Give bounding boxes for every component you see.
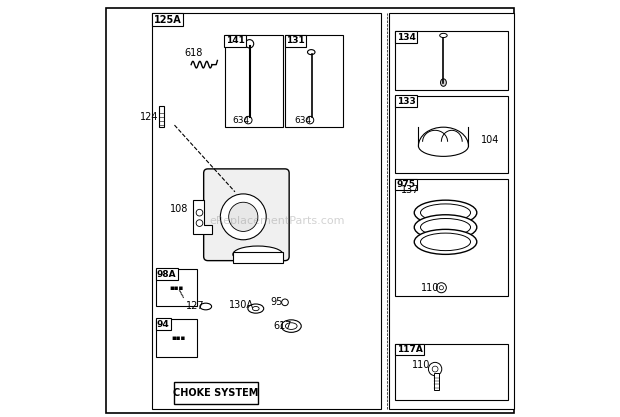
Bar <box>396 96 508 173</box>
Circle shape <box>436 283 446 293</box>
Ellipse shape <box>414 215 477 240</box>
Bar <box>224 35 283 127</box>
Text: CHOKE SYSTEM: CHOKE SYSTEM <box>174 388 259 398</box>
Bar <box>285 35 343 127</box>
Circle shape <box>244 116 252 124</box>
Text: 125A: 125A <box>154 15 182 25</box>
Circle shape <box>281 299 288 306</box>
Text: 127: 127 <box>186 301 205 311</box>
Text: 95: 95 <box>270 297 283 307</box>
Text: 618: 618 <box>184 48 202 58</box>
Circle shape <box>229 202 258 231</box>
Text: 104: 104 <box>481 135 499 145</box>
Circle shape <box>220 194 266 240</box>
Text: 117A: 117A <box>397 345 423 354</box>
Text: 634: 634 <box>233 116 250 125</box>
Text: 141: 141 <box>226 36 245 45</box>
Text: 634: 634 <box>294 116 312 125</box>
Circle shape <box>432 366 438 372</box>
Circle shape <box>439 286 443 290</box>
Ellipse shape <box>414 229 477 254</box>
FancyBboxPatch shape <box>203 169 289 261</box>
Ellipse shape <box>308 50 315 55</box>
Text: 94: 94 <box>157 320 170 329</box>
Text: 98A: 98A <box>157 270 177 279</box>
Circle shape <box>196 220 203 226</box>
Ellipse shape <box>252 306 259 311</box>
Ellipse shape <box>248 304 264 313</box>
Text: 137: 137 <box>401 185 419 195</box>
Bar <box>434 373 439 390</box>
Ellipse shape <box>420 233 471 251</box>
Bar <box>156 269 197 306</box>
Bar <box>396 344 508 400</box>
Text: 131: 131 <box>286 36 305 45</box>
Text: 975: 975 <box>397 180 416 189</box>
Text: /: / <box>178 289 188 299</box>
Text: 110: 110 <box>412 360 430 370</box>
Text: 130A: 130A <box>229 300 254 310</box>
Ellipse shape <box>281 320 301 332</box>
Text: ▪▪▪: ▪▪▪ <box>172 335 186 341</box>
Text: 110: 110 <box>420 283 439 293</box>
Circle shape <box>428 362 442 376</box>
Text: 108: 108 <box>169 203 188 214</box>
Circle shape <box>246 40 254 48</box>
Text: ▪▪▪: ▪▪▪ <box>169 285 184 291</box>
Bar <box>156 319 197 357</box>
Bar <box>389 13 515 409</box>
Ellipse shape <box>440 33 447 38</box>
Bar <box>174 382 258 404</box>
Text: 133: 133 <box>397 97 415 106</box>
Bar <box>151 13 381 409</box>
Polygon shape <box>193 200 212 234</box>
Bar <box>396 31 508 90</box>
Ellipse shape <box>414 200 477 225</box>
Bar <box>396 179 508 296</box>
Bar <box>159 106 164 127</box>
Circle shape <box>196 209 203 216</box>
Text: 124: 124 <box>140 112 159 122</box>
Ellipse shape <box>285 323 297 329</box>
Text: eReplacementParts.com: eReplacementParts.com <box>209 216 344 226</box>
Ellipse shape <box>420 204 471 221</box>
Circle shape <box>306 116 314 124</box>
Text: 617: 617 <box>273 321 292 331</box>
Ellipse shape <box>233 246 283 263</box>
Ellipse shape <box>441 79 446 86</box>
Ellipse shape <box>200 303 211 310</box>
Bar <box>233 252 283 263</box>
Text: 134: 134 <box>397 33 415 42</box>
Ellipse shape <box>420 219 471 236</box>
